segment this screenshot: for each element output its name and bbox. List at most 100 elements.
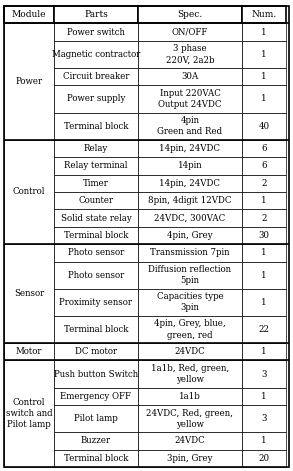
Bar (242, 175, 286, 192)
Bar (242, 192, 286, 210)
Bar (138, 316, 242, 343)
Bar (242, 262, 286, 289)
Bar (242, 244, 286, 262)
Text: 1: 1 (261, 50, 267, 59)
Bar (138, 244, 242, 262)
Text: 1: 1 (261, 72, 267, 81)
Text: 1: 1 (261, 436, 267, 446)
Text: Terminal block: Terminal block (64, 122, 128, 130)
Bar (242, 449, 286, 467)
Text: Pilot lamp: Pilot lamp (74, 414, 118, 423)
Bar (138, 432, 242, 449)
Bar (138, 6, 242, 24)
Bar (242, 210, 286, 227)
Text: Relay terminal: Relay terminal (64, 161, 128, 171)
Bar (138, 262, 242, 289)
Text: 3 phase
220V, 2a2b: 3 phase 220V, 2a2b (166, 44, 214, 65)
Bar (138, 343, 242, 360)
Bar (54, 449, 138, 467)
Bar (54, 316, 138, 343)
Bar (54, 6, 138, 24)
Text: 4pin, Grey, blue,
green, red: 4pin, Grey, blue, green, red (154, 319, 226, 340)
Text: Counter: Counter (78, 196, 113, 205)
Text: 1: 1 (261, 95, 267, 104)
Bar (242, 85, 286, 113)
Text: 30: 30 (258, 231, 270, 240)
Bar (242, 139, 286, 157)
Bar (54, 343, 138, 360)
Text: Transmission 7pin: Transmission 7pin (150, 249, 230, 258)
Text: Magnetic contractor: Magnetic contractor (52, 50, 140, 59)
Bar (242, 24, 286, 41)
Bar (138, 289, 242, 316)
Text: Solid state relay: Solid state relay (61, 214, 131, 223)
Text: Motor: Motor (16, 347, 42, 356)
Text: Power: Power (15, 77, 42, 86)
Text: Diffusion reflection
5pin: Diffusion reflection 5pin (149, 265, 231, 285)
Bar (54, 210, 138, 227)
Text: 1a1b, Red, green,
yellow: 1a1b, Red, green, yellow (151, 364, 229, 384)
Bar (242, 227, 286, 244)
Bar (242, 343, 286, 360)
Text: 1: 1 (261, 249, 267, 258)
Bar (138, 449, 242, 467)
Text: 14pin, 24VDC: 14pin, 24VDC (159, 144, 220, 153)
Bar (4, 139, 54, 244)
Text: Parts: Parts (84, 10, 108, 19)
Text: Emergency OFF: Emergency OFF (60, 392, 132, 401)
Text: Control: Control (13, 187, 45, 196)
Bar (54, 289, 138, 316)
Text: 1: 1 (261, 196, 267, 205)
Bar (242, 68, 286, 85)
Bar (242, 41, 286, 68)
Bar (138, 24, 242, 41)
Text: 1: 1 (261, 392, 267, 401)
Bar (242, 405, 286, 432)
Bar (138, 227, 242, 244)
Bar (54, 41, 138, 68)
Bar (54, 388, 138, 405)
Bar (138, 113, 242, 139)
Text: 3: 3 (261, 414, 267, 423)
Text: 40: 40 (258, 122, 270, 130)
Bar (138, 405, 242, 432)
Text: 1: 1 (261, 28, 267, 37)
Bar (138, 388, 242, 405)
Bar (242, 316, 286, 343)
Bar (242, 360, 286, 388)
Text: 24VDC: 24VDC (175, 436, 205, 446)
Bar (138, 360, 242, 388)
Bar (54, 244, 138, 262)
Text: 20: 20 (258, 454, 270, 463)
Bar (138, 210, 242, 227)
Bar (54, 139, 138, 157)
Bar (54, 68, 138, 85)
Bar (242, 289, 286, 316)
Text: 1: 1 (261, 298, 267, 307)
Bar (54, 85, 138, 113)
Bar (138, 157, 242, 175)
Text: Buzzer: Buzzer (81, 436, 111, 446)
Bar (4, 24, 54, 139)
Bar (138, 139, 242, 157)
Text: 1a1b: 1a1b (179, 392, 201, 401)
Bar (54, 432, 138, 449)
Bar (54, 227, 138, 244)
Text: Input 220VAC
Output 24VDC: Input 220VAC Output 24VDC (158, 89, 222, 109)
Bar (54, 113, 138, 139)
Text: 8pin, 4digit 12VDC: 8pin, 4digit 12VDC (148, 196, 232, 205)
Text: Terminal block: Terminal block (64, 325, 128, 334)
Bar (242, 113, 286, 139)
Text: ON/OFF: ON/OFF (172, 28, 208, 37)
Text: Control
switch and
Pilot lamp: Control switch and Pilot lamp (6, 398, 52, 430)
Bar (54, 360, 138, 388)
Text: Num.: Num. (251, 10, 277, 19)
Text: 22: 22 (258, 325, 270, 334)
Bar (4, 244, 54, 343)
Text: 3: 3 (261, 370, 267, 379)
Bar (242, 432, 286, 449)
Bar (4, 360, 54, 467)
Text: Module: Module (12, 10, 46, 19)
Text: Capacities type
3pin: Capacities type 3pin (156, 292, 223, 312)
Text: 24VDC, 300VAC: 24VDC, 300VAC (154, 214, 226, 223)
